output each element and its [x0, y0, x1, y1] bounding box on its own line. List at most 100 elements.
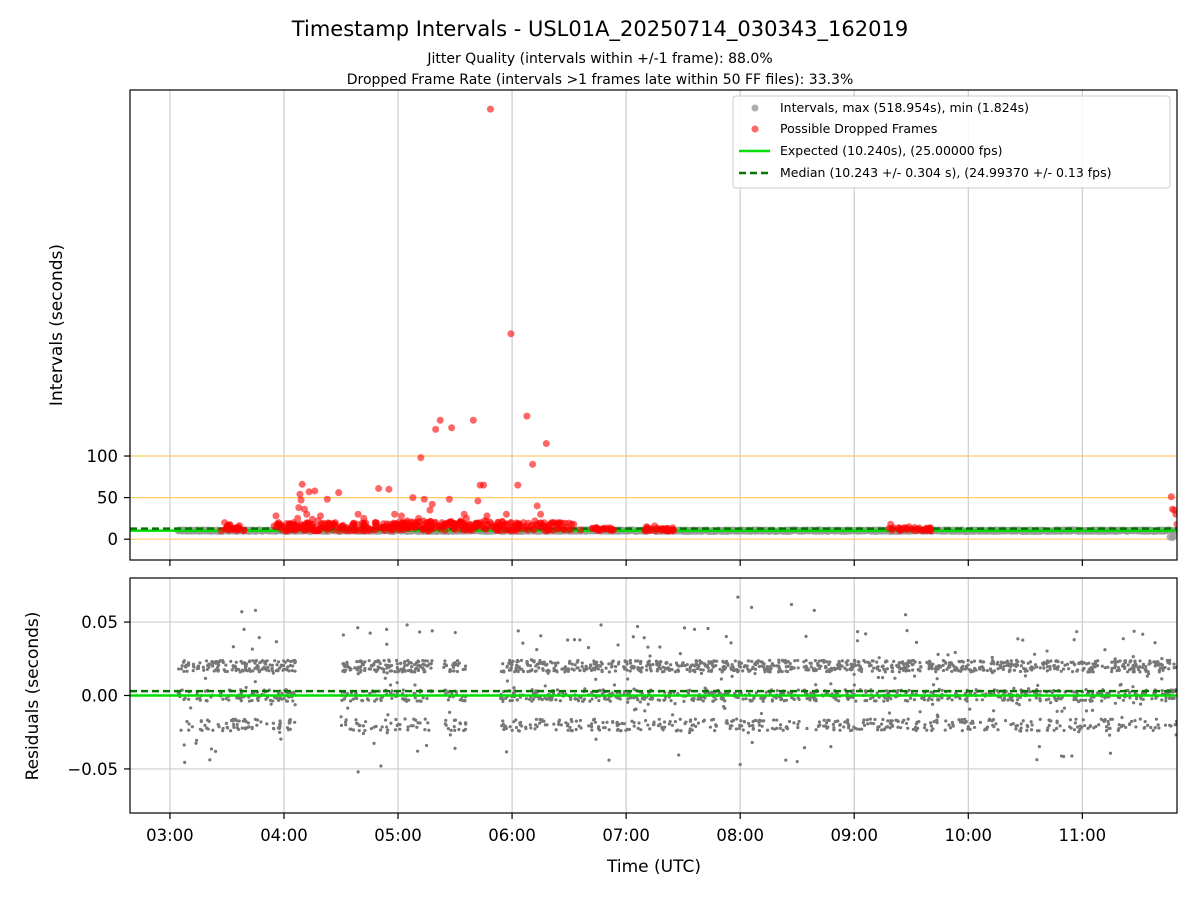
residual-point — [631, 635, 635, 639]
dropped-frame-point — [911, 524, 919, 532]
residual-point — [526, 663, 530, 667]
residual-point — [876, 675, 880, 680]
residual-point — [421, 658, 425, 663]
residual-point — [559, 723, 563, 727]
residual-point — [871, 721, 876, 726]
residual-point — [750, 740, 754, 745]
legend-intervals-marker — [751, 104, 759, 112]
residual-point — [607, 728, 611, 732]
dropped-frame-point — [568, 520, 576, 528]
residual-point — [427, 728, 431, 732]
residual-point — [1103, 696, 1107, 700]
residual-point — [375, 668, 380, 672]
residual-point — [929, 721, 933, 725]
residual-point — [1092, 663, 1097, 668]
residual-point — [1117, 690, 1121, 694]
residual-point — [905, 629, 909, 633]
residual-point — [946, 697, 950, 701]
residual-point — [372, 741, 376, 745]
residual-point — [840, 664, 844, 668]
residual-point — [457, 661, 461, 665]
residual-point — [342, 664, 347, 668]
residual-point — [515, 659, 520, 663]
residual-point — [1018, 729, 1022, 733]
residual-point — [569, 729, 573, 733]
residual-point — [752, 696, 756, 701]
residual-point — [975, 698, 979, 702]
residual-point — [189, 706, 193, 710]
residual-point — [936, 698, 940, 702]
residual-point — [626, 700, 630, 704]
dropped-frame-point — [335, 489, 343, 497]
residual-point — [875, 665, 880, 669]
residual-point — [854, 699, 858, 703]
chart-subtitle-dropped: Dropped Frame Rate (intervals >1 frames … — [347, 72, 854, 88]
residual-point — [415, 699, 419, 703]
residual-point — [802, 660, 806, 664]
residual-point — [1164, 696, 1168, 700]
residual-point — [805, 726, 809, 731]
residual-point — [399, 661, 403, 665]
residual-point — [761, 697, 765, 701]
residual-point — [988, 667, 993, 671]
dropped-frame-point — [1172, 510, 1177, 518]
residual-point — [760, 724, 764, 728]
residual-point — [836, 699, 841, 703]
residual-point — [375, 697, 379, 701]
residual-point — [1154, 696, 1158, 700]
residual-point — [674, 729, 678, 733]
residual-point — [978, 720, 983, 724]
residual-point — [895, 718, 899, 723]
residual-point — [593, 668, 597, 672]
residual-point — [1133, 718, 1137, 723]
residual-point — [918, 710, 922, 714]
residual-point — [537, 697, 541, 701]
residual-point — [557, 722, 561, 726]
dropped-frame-point — [323, 495, 331, 503]
residual-point — [694, 724, 698, 729]
residual-point — [777, 660, 781, 664]
residual-point — [385, 725, 389, 729]
chart-title: Timestamp Intervals - USL01A_20250714_03… — [291, 17, 908, 42]
residual-point — [795, 759, 799, 764]
dropped-frame-point — [303, 510, 311, 518]
residual-point — [1129, 659, 1133, 663]
residual-point — [966, 658, 970, 663]
residual-point — [748, 724, 752, 728]
residual-point — [273, 659, 277, 663]
dropped-frame-point — [554, 525, 562, 533]
residual-point — [266, 666, 270, 670]
residual-point — [410, 665, 414, 669]
residual-point — [651, 662, 655, 667]
residual-point — [242, 627, 246, 632]
residual-point — [735, 717, 739, 721]
residual-point — [1019, 664, 1024, 668]
residual-point — [278, 721, 282, 726]
residual-point — [849, 662, 853, 666]
residual-point — [944, 719, 948, 723]
residual-point — [187, 697, 191, 701]
residual-point — [857, 668, 861, 672]
residual-point — [980, 698, 984, 702]
residual-point — [611, 720, 615, 724]
residual-point — [857, 660, 861, 664]
residual-point — [271, 671, 275, 675]
residual-point — [827, 668, 831, 672]
residual-point — [1015, 698, 1020, 702]
residual-point — [508, 658, 512, 662]
residual-point — [1040, 661, 1045, 665]
residual-point — [1126, 663, 1130, 667]
residual-point — [777, 670, 781, 674]
residual-point — [533, 669, 537, 673]
residual-point — [914, 640, 919, 645]
residual-point — [575, 666, 579, 670]
residual-point — [996, 660, 1000, 664]
dropped-frame-point — [548, 519, 556, 527]
dropped-frame-point — [294, 514, 302, 522]
dropped-frame-point — [527, 522, 535, 530]
residual-point — [736, 669, 740, 673]
residual-point — [778, 667, 782, 672]
residual-point — [449, 669, 453, 673]
residual-point — [901, 668, 905, 672]
